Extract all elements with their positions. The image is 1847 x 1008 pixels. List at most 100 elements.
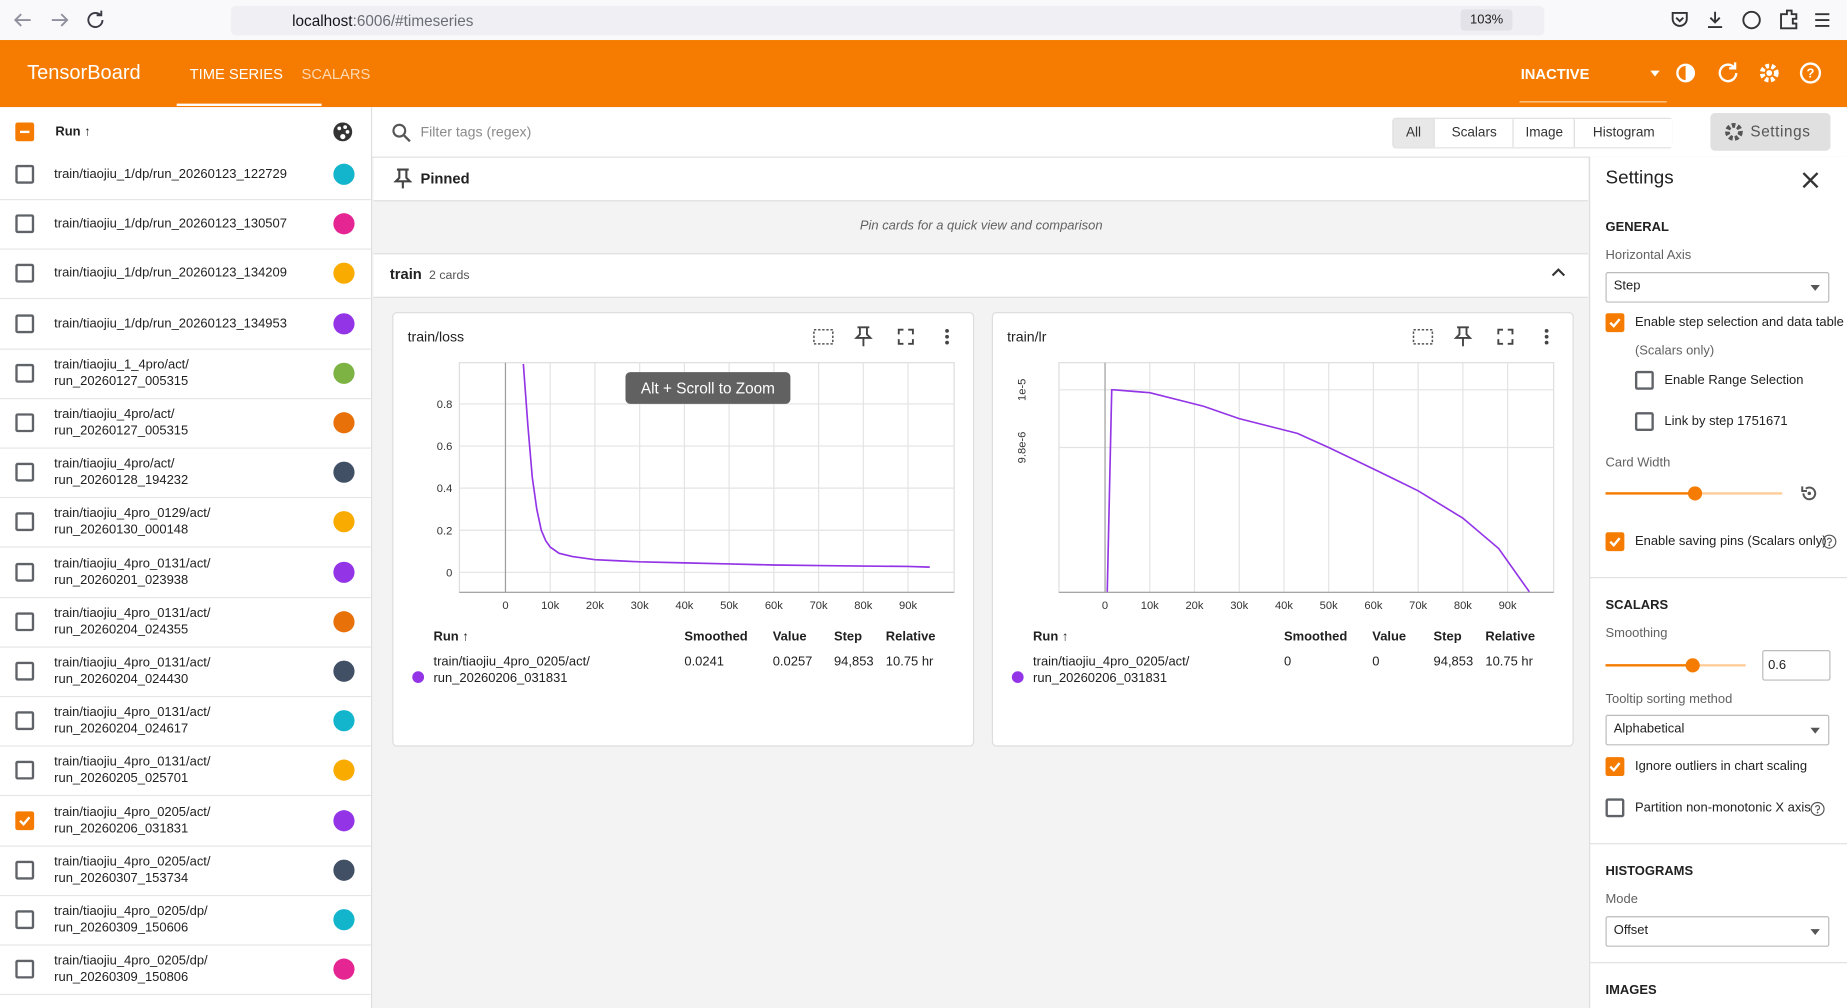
help-icon[interactable]	[1799, 62, 1822, 84]
run-color[interactable]	[333, 759, 355, 782]
table-header[interactable]: Run ↑	[433, 629, 469, 645]
nav-tab[interactable]: SCALARS	[301, 65, 371, 83]
run-checkbox[interactable]	[15, 512, 35, 532]
smoothing-slider[interactable]	[1605, 658, 1746, 673]
settings-button[interactable]	[1710, 113, 1831, 151]
run-checkbox[interactable]	[15, 413, 35, 433]
run-row[interactable]: train/tiaojiu_4pro/act/run_20260127_0053…	[0, 398, 372, 449]
help-icon[interactable]	[1821, 533, 1837, 549]
run-checkbox[interactable]	[15, 562, 35, 582]
run-color[interactable]	[333, 362, 355, 384]
run-row[interactable]: train/tiaojiu_4pro_0129/act/run_20260130…	[0, 497, 372, 549]
run-row[interactable]: train/tiaojiu_1/dp/run_20260123_134953	[0, 299, 372, 350]
fit-icon[interactable]	[813, 328, 834, 345]
url-bar[interactable]	[230, 5, 1545, 36]
run-checkbox[interactable]	[15, 313, 35, 333]
run-row[interactable]: train/tiaojiu_1/dp/run_20260123_130507	[0, 199, 372, 250]
account-icon[interactable]	[1742, 10, 1761, 30]
run-row[interactable]: train/tiaojiu_4pro_0131/act/run_20260201…	[0, 547, 372, 598]
run-checkbox[interactable]	[15, 959, 35, 979]
run-checkbox[interactable]	[15, 661, 35, 681]
more-icon[interactable]	[1544, 329, 1549, 345]
pocket-icon[interactable]	[1671, 12, 1688, 27]
help-icon[interactable]	[1809, 801, 1825, 817]
checkbox[interactable]	[1605, 798, 1625, 818]
run-color[interactable]	[333, 909, 355, 931]
run-checkbox[interactable]	[15, 860, 35, 880]
settings-icon[interactable]	[1759, 63, 1779, 83]
run-checkbox[interactable]	[15, 463, 35, 482]
run-row[interactable]: train/tiaojiu_1/dp/run_20260123_122729	[0, 150, 372, 201]
close-icon[interactable]	[1801, 171, 1820, 190]
run-color[interactable]	[333, 312, 355, 334]
card-width-slider[interactable]	[1605, 486, 1783, 501]
fullscreen-icon[interactable]	[1497, 328, 1514, 345]
run-row[interactable]: train/tiaojiu_4pro/act/run_20260128_1942…	[0, 448, 372, 499]
extensions-icon[interactable]	[1780, 9, 1798, 30]
forward-icon[interactable]	[51, 13, 69, 27]
run-row[interactable]: train/tiaojiu_4pro_0205/act/run_20260206…	[0, 796, 372, 847]
run-color[interactable]	[333, 412, 355, 434]
run-row[interactable]: train/tiaojiu_4pro_0131/act/run_20260204…	[0, 646, 372, 698]
fit-icon[interactable]	[1412, 328, 1434, 345]
group-header[interactable]	[373, 253, 1588, 298]
select-all-checkbox[interactable]	[15, 122, 35, 142]
type-filter[interactable]: All	[1393, 118, 1434, 148]
run-checkbox[interactable]	[15, 810, 35, 830]
run-checkbox[interactable]	[15, 910, 35, 930]
run-row[interactable]: train/tiaojiu_4pro_0131/act/run_20260204…	[0, 597, 372, 648]
more-icon[interactable]	[945, 329, 949, 345]
run-row[interactable]: train/tiaojiu_4pro_0205/dp/run_20260309_…	[0, 945, 372, 996]
run-checkbox[interactable]	[15, 612, 35, 631]
type-filter[interactable]: Scalars	[1433, 118, 1514, 148]
run-color[interactable]	[333, 610, 355, 633]
back-icon[interactable]	[13, 13, 31, 27]
run-checkbox[interactable]	[15, 711, 35, 731]
status[interactable]: INACTIVE	[1520, 65, 1590, 83]
run-color[interactable]	[333, 263, 355, 285]
checkbox[interactable]	[1634, 412, 1654, 431]
checkbox[interactable]	[1605, 313, 1625, 333]
table-header[interactable]: Run ↑	[1033, 629, 1069, 645]
run-checkbox[interactable]	[15, 264, 35, 284]
refresh-icon[interactable]	[1718, 62, 1738, 83]
smoothing-input[interactable]	[1762, 650, 1831, 681]
run-color[interactable]	[333, 958, 355, 980]
run-color[interactable]	[333, 859, 355, 881]
run-row[interactable]: train/tiaojiu_1/dp/run_20260123_134209	[0, 249, 372, 300]
tooltip-sort-select[interactable]: Alphabetical	[1605, 714, 1830, 746]
nav-tab[interactable]: TIME SERIES	[189, 65, 283, 83]
menu-icon[interactable]	[1815, 13, 1830, 27]
status-dropdown[interactable]	[1650, 70, 1660, 77]
run-color[interactable]	[333, 213, 355, 235]
run-color[interactable]	[333, 461, 355, 484]
type-filter[interactable]: Histogram	[1573, 118, 1673, 148]
download-icon[interactable]	[1707, 11, 1723, 29]
reset-icon[interactable]	[1799, 483, 1820, 504]
type-filter[interactable]: Image	[1512, 118, 1575, 148]
run-color[interactable]	[333, 511, 355, 533]
horizontal-axis-select[interactable]: Step	[1605, 272, 1830, 303]
fullscreen-icon[interactable]	[897, 328, 914, 345]
run-checkbox[interactable]	[15, 164, 35, 184]
run-checkbox[interactable]	[15, 761, 35, 781]
run-checkbox[interactable]	[15, 363, 35, 383]
run-color[interactable]	[333, 163, 355, 185]
filter-input[interactable]: Filter tags (regex)	[420, 123, 532, 141]
checkbox[interactable]	[1605, 532, 1625, 552]
checkbox[interactable]	[1634, 370, 1654, 390]
run-color[interactable]	[333, 710, 355, 732]
run-row[interactable]: train/tiaojiu_4pro_0205/act/run_20260307…	[0, 845, 372, 896]
run-color[interactable]	[333, 561, 355, 583]
run-row[interactable]: train/tiaojiu_4pro_0205/dp/run_20260309_…	[0, 895, 372, 946]
run-color[interactable]	[333, 809, 355, 831]
run-checkbox[interactable]	[15, 214, 35, 234]
run-row[interactable]: train/tiaojiu_4pro_0131/act/run_20260205…	[0, 746, 372, 797]
pin-icon[interactable]	[854, 326, 873, 347]
checkbox[interactable]	[1605, 757, 1625, 777]
run-row[interactable]: train/tiaojiu_4pro_0131/act/run_20260204…	[0, 696, 372, 747]
run-color[interactable]	[333, 660, 355, 682]
palette-icon[interactable]	[332, 121, 353, 142]
run-row[interactable]: train/tiaojiu_1_4pro/act/run_20260127_00…	[0, 348, 372, 399]
mode-select[interactable]: Offset	[1605, 916, 1830, 947]
